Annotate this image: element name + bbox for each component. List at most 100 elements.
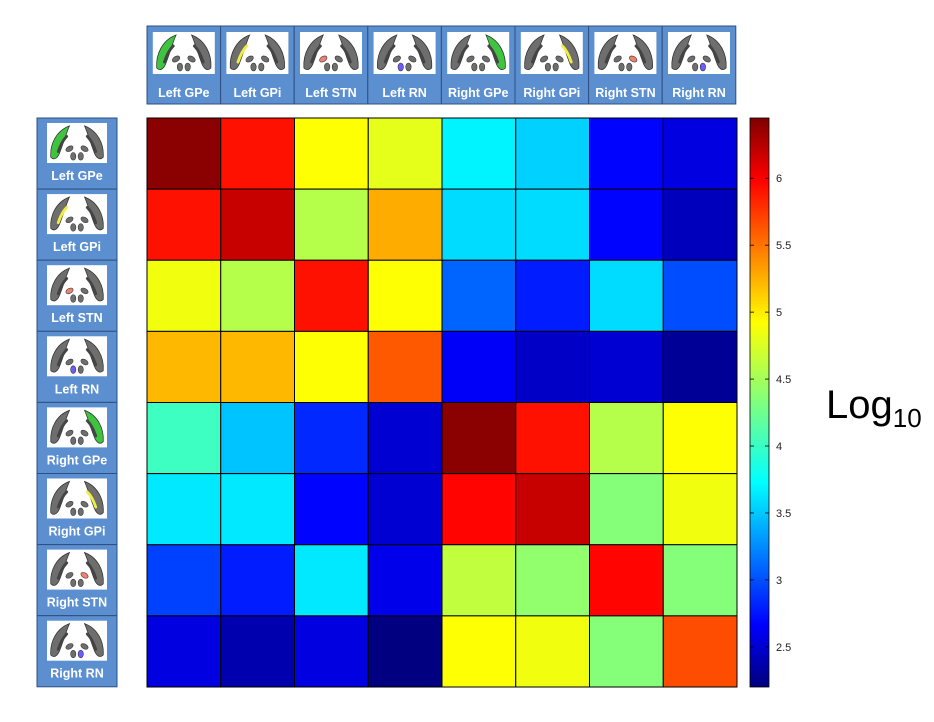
- heatmap-cell: [294, 330, 369, 404]
- left-gpi-shape: [310, 44, 322, 64]
- left-rn-shape: [70, 294, 77, 303]
- row-label-tile: Left RN: [36, 330, 118, 403]
- row-label-tile: Left GPi: [36, 188, 118, 261]
- left-stn-shape: [687, 55, 696, 63]
- right-rn-shape: [479, 62, 486, 72]
- heatmap-cell: [662, 330, 738, 404]
- column-label-text: Left GPe: [158, 86, 209, 100]
- heatmap-cell: [441, 259, 517, 332]
- right-rn-shape: [77, 365, 84, 374]
- right-gpi-shape: [266, 44, 279, 64]
- left-rn-shape: [70, 152, 77, 161]
- heatmap-cell: [662, 615, 738, 688]
- heatmap-cell: [220, 117, 295, 190]
- brain-nuclei-icon: [50, 196, 104, 232]
- heatmap-cell: [146, 330, 222, 404]
- left-rn-shape: [70, 507, 77, 516]
- column-label-text: Left RN: [382, 86, 426, 100]
- right-stn-shape: [80, 429, 89, 437]
- right-rn-shape: [77, 152, 84, 161]
- right-rn-shape: [184, 62, 191, 72]
- right-gpi-shape: [708, 44, 720, 64]
- right-stn-shape: [80, 287, 89, 295]
- right-stn-shape: [80, 572, 89, 579]
- left-rn-shape: [692, 62, 699, 72]
- left-gpi-shape: [530, 44, 543, 64]
- column-label-tile: Right GPe: [440, 25, 516, 105]
- left-rn-shape: [324, 62, 331, 72]
- row-label-text: Left STN: [51, 311, 102, 325]
- left-stn-shape: [392, 55, 401, 63]
- left-gpi-shape: [383, 44, 396, 64]
- right-stn-shape: [261, 55, 270, 63]
- brain-nuclei-icon: [50, 551, 104, 588]
- right-gpi-shape: [85, 490, 98, 509]
- right-rn-shape: [626, 62, 633, 72]
- colorbar-label: Log10: [826, 383, 922, 433]
- right-gpi-shape: [340, 44, 352, 64]
- right-gpi-shape: [85, 277, 98, 296]
- heatmap-cell: [367, 473, 443, 546]
- heatmap-cell: [589, 330, 664, 404]
- right-rn-shape: [77, 436, 84, 445]
- right-gpi-shape: [85, 561, 98, 580]
- row-label-text: Left GPi: [53, 240, 101, 254]
- left-rn-shape: [250, 62, 257, 72]
- brain-nuclei-icon: [671, 34, 727, 72]
- colorbar: 2.5 3 3.5 4 4.5 5 5.5 6 Log10: [749, 117, 922, 688]
- brain-nuclei-icon: [229, 34, 285, 72]
- brain-nuclei-icon: [524, 34, 580, 72]
- colorbar-ticks: 2.5 3 3.5 4 4.5 5 5.5 6: [750, 173, 791, 654]
- right-gpi-shape: [193, 44, 205, 64]
- heatmap-cell: [146, 117, 222, 190]
- heatmap-cell: [146, 473, 222, 546]
- heatmap-cell: [515, 615, 590, 688]
- brain-nuclei-icon: [50, 409, 104, 445]
- right-gpi-shape: [413, 44, 426, 64]
- heatmap-cell: [220, 259, 295, 332]
- left-gpi-shape: [457, 44, 469, 64]
- heatmap-cell: [220, 402, 295, 475]
- left-rn-shape: [176, 62, 183, 72]
- row-label-tile: Right GPe: [36, 401, 118, 474]
- left-gpi-shape: [56, 632, 69, 651]
- heatmap-cell: [294, 117, 369, 190]
- left-stn-shape: [540, 55, 549, 63]
- right-stn-shape: [187, 55, 196, 63]
- heatmap-cell: [146, 615, 222, 688]
- row-label-tile: Right GPi: [36, 473, 118, 546]
- heatmap-cell: [367, 544, 443, 617]
- right-gpi-shape: [85, 419, 98, 438]
- heatmap-cell: [515, 544, 590, 617]
- heatmap-cell: [146, 188, 222, 261]
- heatmap-cell: [294, 473, 369, 546]
- right-rn-shape: [77, 649, 84, 659]
- column-label-tile: Left GPi: [220, 25, 295, 105]
- column-label-text: Left STN: [305, 86, 356, 100]
- heatmap-cell: [441, 188, 517, 261]
- right-stn-shape: [80, 145, 89, 152]
- heatmap-cell: [589, 473, 664, 546]
- brain-nuclei-icon: [450, 34, 506, 72]
- heatmap-frame: [146, 117, 738, 688]
- row-label-text: Right RN: [50, 667, 103, 681]
- heatmap-cell: [662, 188, 738, 261]
- brain-nuclei-icon: [377, 34, 433, 72]
- right-rn-shape: [405, 62, 412, 72]
- right-gpi-shape: [561, 44, 573, 64]
- right-stn-shape: [334, 55, 343, 63]
- heatmap-cell: [441, 117, 517, 190]
- right-rn-shape: [77, 578, 84, 588]
- column-label-text: Left GPi: [233, 86, 281, 100]
- heatmap-cell: [589, 544, 664, 617]
- colorbar-tick-label: 5.5: [776, 240, 791, 252]
- column-label-text: Right STN: [595, 86, 655, 100]
- brain-nuclei-icon: [50, 267, 104, 303]
- brain-nuclei-icon: [50, 125, 104, 161]
- heatmap-cell: [294, 402, 369, 475]
- row-label-text: Right GPe: [47, 453, 107, 467]
- right-rn-shape: [77, 223, 84, 232]
- left-stn-shape: [466, 55, 475, 63]
- heatmap-cell: [367, 330, 443, 404]
